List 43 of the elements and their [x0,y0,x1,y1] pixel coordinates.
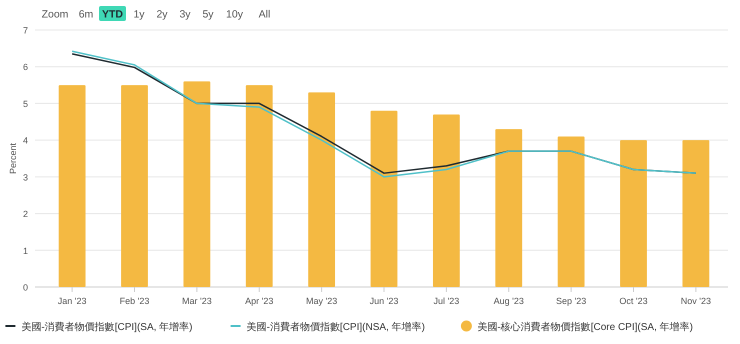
bar [558,136,585,287]
y-tick-label: 4 [22,136,28,146]
x-tick-label: Apr '23 [245,296,274,306]
x-tick-label: Oct '23 [619,296,648,306]
text: 1y [133,8,146,20]
bar [370,110,398,287]
text: Zoom [42,8,69,20]
bar [620,140,647,287]
y-tick-label: 6 [22,62,28,72]
bar [495,129,522,287]
x-tick-label: Jan '23 [58,296,86,306]
bar [308,92,336,287]
bar [432,114,460,287]
x-tick-label: Sep '23 [556,296,586,306]
text: 2y [156,8,168,20]
y-tick-label: 1 [22,246,28,256]
legend-label: 美國-消費者物價指數[CPI](NSA, 年增率) [246,321,425,333]
text: 3y [179,8,192,20]
bar [183,81,210,287]
text: 10y [226,8,244,20]
bar [58,85,86,287]
text: 5y [202,8,214,20]
bar [682,140,710,287]
bar [121,85,148,287]
x-tick-label: Nov '23 [680,296,711,306]
y-axis-title: Percent [8,142,18,174]
x-tick-label: Jun '23 [370,296,398,306]
y-tick-label: 5 [22,98,28,109]
bar [246,85,273,287]
text: All [258,8,270,20]
y-tick-label: 7 [22,26,28,36]
x-tick-label: Mar '23 [182,296,212,306]
x-tick-label: Jul '23 [434,296,460,306]
x-tick-label: May '23 [306,296,338,306]
x-tick-label: Feb '23 [120,296,150,306]
y-tick-label: 3 [22,172,28,182]
x-tick-label: Aug '23 [494,296,524,306]
y-tick-label: 0 [22,282,28,292]
legend-label: 美國-消費者物價指數[CPI](SA, 年增率) [21,321,193,333]
text: 6m [78,8,94,20]
y-tick-label: 2 [22,209,28,220]
text: YTD [102,8,124,20]
legend-label: 美國-核心消費者物價指數[Core CPI](SA, 年增率) [477,321,693,333]
